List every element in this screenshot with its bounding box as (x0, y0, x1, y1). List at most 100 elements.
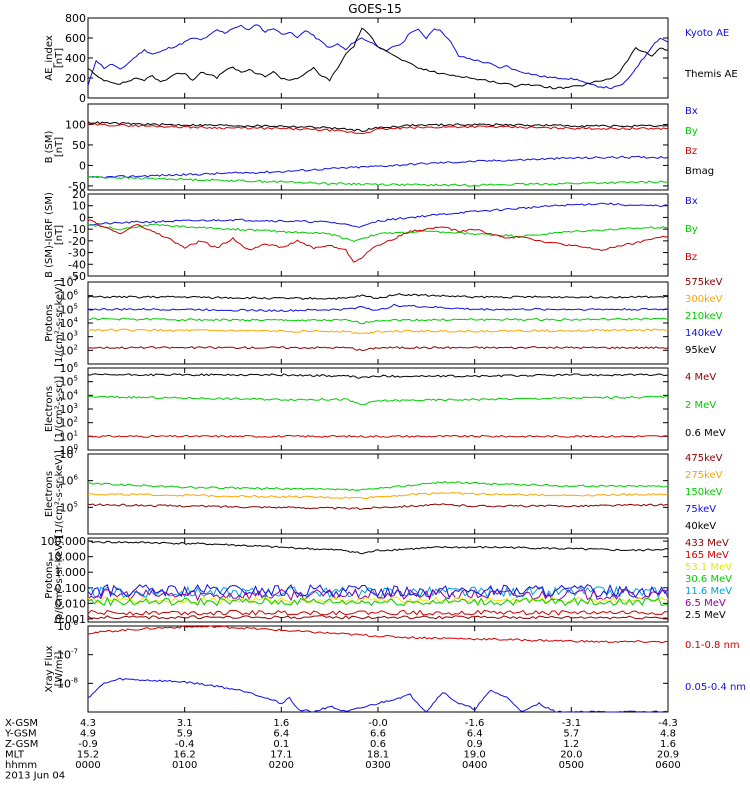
y-tick-label: 102 (60, 416, 78, 430)
panel-bsm: -50 0 50 100 B (SM) [nT] Bx By Bz Bmag (44, 103, 714, 193)
legend-label: 300keV (685, 294, 723, 305)
y-tick-label: 0.001 (55, 613, 87, 626)
x-axis-block: X-GSM 4.3 3.1 1.6 -0.0 -1.6 -3.1 -4.3 Y-GSM 4.9 5.… (4, 718, 681, 782)
legend-label: 11.6 MeV (685, 586, 732, 597)
x-row-value: 0200 (269, 760, 294, 771)
y-tick-label: -10 (68, 223, 86, 236)
y-tick-label: 103 (60, 330, 78, 344)
series-140kev (87, 303, 669, 313)
y-tick-label: 106 (60, 289, 79, 303)
plot-title: GOES-15 (348, 2, 402, 16)
y-tick-label: 800 (65, 12, 86, 25)
series-40kev (87, 503, 669, 510)
x-row-value: 0400 (462, 760, 487, 771)
y-axis-label: [W/m²] (54, 651, 65, 686)
y-axis-label: [1/(cm²-s-sr-keV)] (54, 450, 65, 538)
series-75kev (87, 491, 669, 499)
series-6-5-mev (87, 588, 669, 602)
series-150kev (87, 481, 669, 491)
y-tick-label: 0 (79, 211, 86, 224)
y-tick-label: 105 (60, 375, 78, 389)
y-tick-label: 0 (79, 159, 86, 172)
series-433b (87, 615, 669, 620)
y-tick-label: 0 (79, 92, 86, 105)
x-row-value: 5.9 (177, 729, 193, 740)
y-tick-label: 104 (60, 388, 79, 402)
series-433-mev (87, 540, 669, 555)
series-themis-ae (87, 27, 669, 90)
y-tick-label: 105 (60, 302, 78, 316)
x-row-value: 16.2 (174, 750, 196, 761)
x-row-value: 18.1 (367, 750, 389, 761)
y-tick-label: 100.000 (41, 535, 87, 548)
legend-label: 30.6 MeV (685, 574, 732, 585)
x-row-value: 6.4 (273, 729, 289, 740)
panel-frame (87, 453, 669, 535)
series-by (87, 175, 669, 187)
legend-label: 433 MeV (685, 538, 729, 549)
x-row-value: 15.2 (77, 750, 99, 761)
series-4-mev (87, 434, 669, 438)
y-tick-label: 400 (65, 52, 86, 65)
y-axis-label: Protons (44, 304, 55, 341)
x-row-label: MLT (5, 750, 25, 761)
y-tick-label: 10 (72, 200, 86, 213)
x-row-value: 6.4 (467, 729, 483, 740)
y-tick-label: 0.010 (55, 597, 87, 610)
y-axis-label: B (SM) (44, 130, 55, 163)
series-2-5-mev (87, 596, 669, 607)
legend-label: 275keV (685, 470, 723, 481)
x-row-label: hhmm (5, 760, 37, 771)
x-row-value: 6.6 (370, 729, 386, 740)
x-row-value: -1.6 (465, 718, 485, 729)
panel-frame (87, 625, 669, 713)
y-axis-label: Protons (44, 561, 55, 598)
x-row-value: 0000 (75, 760, 100, 771)
x-row-value: 4.9 (80, 729, 96, 740)
y-axis-label: Electrons (44, 471, 55, 517)
legend-label: By (685, 126, 698, 137)
legend-label: Bx (685, 196, 698, 207)
x-row-label: Z-GSM (5, 739, 38, 750)
panel-protons_hi: 0.001 0.010 0.100 1.000 10.000 100.000 Protons… (41, 535, 733, 626)
y-tick-label: 200 (65, 72, 86, 85)
series-bx (87, 155, 669, 179)
y-axis-label: [p/(cm²-s-sr-keV)] (54, 536, 65, 624)
y-tick-label: 20 (72, 188, 86, 201)
panel-frame (87, 281, 669, 365)
y-axis-label: [nT] (54, 137, 65, 157)
legend-label: 210keV (685, 311, 723, 322)
x-row-value: 0600 (655, 760, 680, 771)
y-tick-label: 103 (60, 402, 78, 416)
legend-label: 140keV (685, 328, 723, 339)
y-tick-label: 100 (60, 443, 78, 457)
date-label: 2013 Jun 04 (5, 771, 65, 782)
legend-label: 95keV (685, 345, 716, 356)
x-row-value: -3.1 (562, 718, 582, 729)
legend-label: Kyoto AE (685, 28, 729, 39)
panel-xray: 10-8 10-7 10-6 Xray Flux [W/m²] 0.1-0.8 nm 0.0… (44, 619, 746, 713)
series-575kev (87, 346, 669, 352)
y-axis-label: [1/(cm²-s-sr)] (54, 376, 65, 442)
y-axis-label: Electrons (44, 386, 55, 432)
series-0-05-0-4-nm (87, 677, 669, 713)
x-row-value: -0.4 (175, 739, 195, 750)
panel-frame (87, 537, 669, 623)
y-tick-label: 106 (60, 361, 79, 375)
y-tick-label: 1.000 (55, 566, 87, 579)
series-95kev (87, 293, 669, 300)
series-bz (87, 219, 669, 263)
x-row-value: 4.3 (80, 718, 96, 729)
y-axis-label: [1/(cm²-s-sr-keV)] (54, 279, 65, 367)
y-tick-label: 0.100 (55, 582, 87, 595)
legend-label: 6.5 MeV (685, 598, 726, 609)
x-row-value: 1.2 (563, 739, 579, 750)
x-row-value: 0.6 (370, 739, 386, 750)
y-axis-label: B (SM)-IGRF (SM) (44, 192, 55, 278)
series-30-6-mev (87, 583, 669, 598)
y-tick-label: 105 (60, 500, 78, 514)
y-tick-label: -40 (68, 258, 86, 271)
